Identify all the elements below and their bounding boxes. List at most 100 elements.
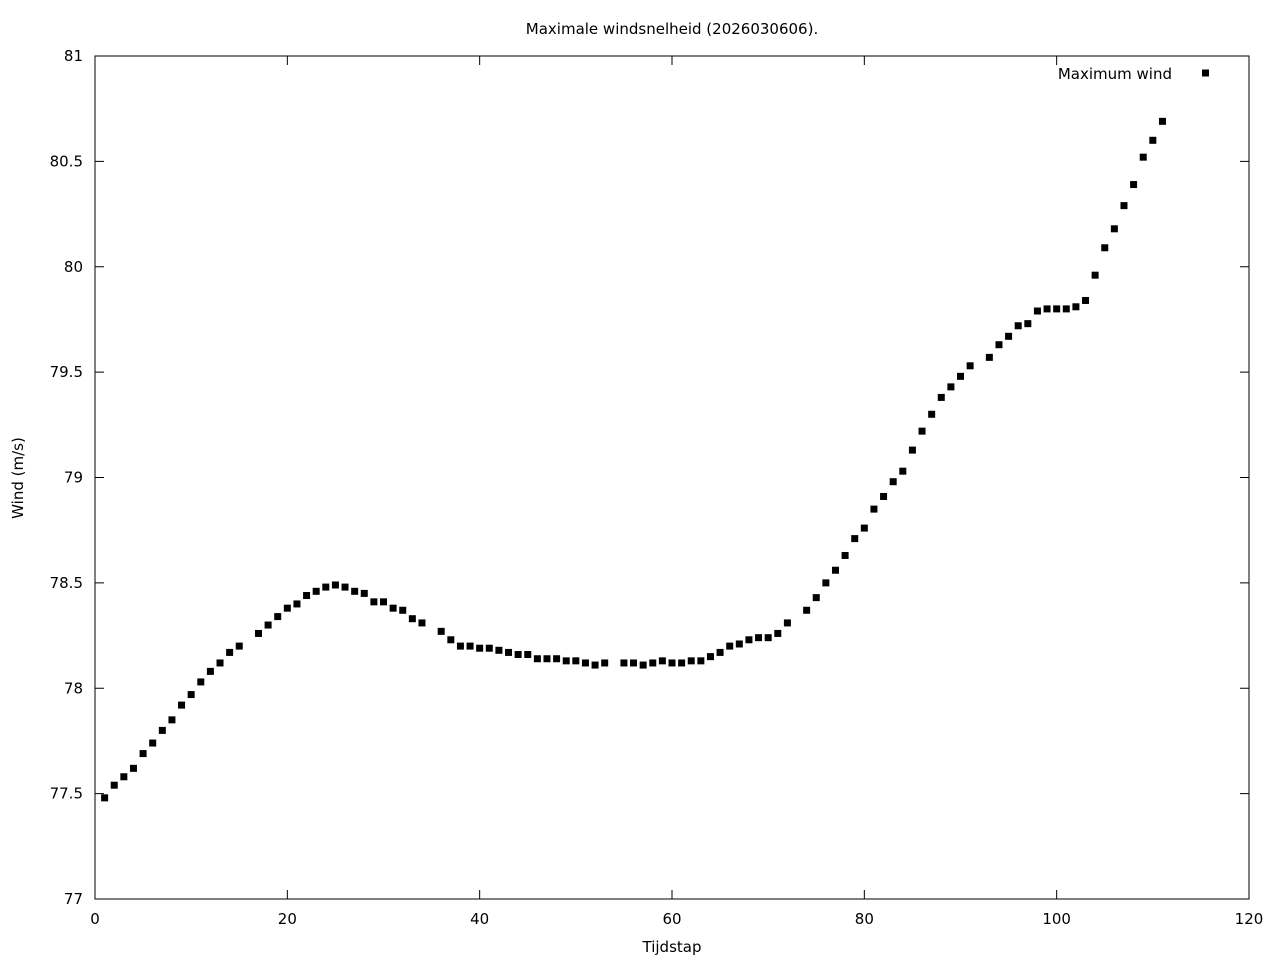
data-point [447, 636, 455, 644]
data-point [841, 551, 849, 559]
data-point [1158, 117, 1166, 125]
data-point [226, 648, 234, 656]
data-point [408, 615, 416, 623]
data-point [505, 648, 513, 656]
data-point [957, 372, 964, 380]
data-point [706, 653, 714, 661]
data-point [822, 579, 830, 587]
data-point [1033, 307, 1041, 315]
data-point [764, 634, 772, 642]
data-point [543, 655, 551, 663]
data-point [158, 726, 166, 734]
data-point [1024, 320, 1032, 328]
data-point [178, 701, 186, 709]
data-point [129, 764, 137, 772]
data-point [581, 659, 589, 667]
data-point [168, 716, 176, 724]
data-point [1053, 305, 1061, 313]
data-point [1149, 136, 1157, 144]
data-point [1082, 296, 1090, 304]
data-point [649, 659, 657, 667]
data-point [514, 651, 522, 659]
data-point [668, 659, 676, 667]
data-point [1110, 225, 1118, 233]
x-tick-label: 80 [855, 910, 874, 928]
data-point [149, 739, 157, 747]
legend-marker-maximum-wind [1202, 69, 1209, 77]
data-point [1014, 322, 1022, 330]
data-point [1091, 271, 1099, 279]
data-point [399, 606, 407, 614]
data-point [601, 659, 609, 667]
data-point [1130, 181, 1138, 189]
x-tick-label: 0 [90, 910, 100, 928]
y-tick-label: 78.5 [50, 574, 83, 592]
data-point [283, 604, 291, 612]
x-tick-label: 100 [1042, 910, 1071, 928]
data-point [860, 524, 868, 532]
data-point [456, 642, 464, 650]
data-point [322, 583, 330, 591]
plot-area-frame [94, 55, 1250, 900]
data-point [995, 341, 1003, 349]
data-point [774, 629, 782, 637]
data-point [591, 661, 599, 669]
data-point [620, 659, 628, 667]
legend-label-maximum-wind: Maximum wind [1058, 65, 1172, 83]
x-axis: 0 20 40 60 80 100 120 [90, 56, 1263, 928]
data-point [658, 657, 666, 665]
data-point [389, 604, 397, 612]
data-point [928, 410, 936, 418]
data-point [380, 598, 387, 606]
data-point [524, 651, 532, 659]
data-point [1043, 305, 1051, 313]
x-tick-label: 20 [278, 910, 297, 928]
data-point [630, 659, 638, 667]
data-point [1062, 305, 1070, 313]
data-point [1072, 303, 1080, 311]
data-point [889, 478, 897, 486]
data-point [783, 619, 791, 627]
x-tick-label: 40 [470, 910, 489, 928]
data-point [745, 636, 753, 644]
data-point [870, 505, 878, 513]
data-point [418, 619, 426, 627]
data-point [755, 634, 763, 642]
data-point [899, 467, 907, 475]
data-point [1005, 332, 1013, 340]
data-point [476, 644, 484, 652]
data-point [1120, 202, 1128, 210]
data-point [918, 427, 926, 435]
data-point [110, 781, 118, 789]
data-point [639, 661, 647, 669]
y-tick-label: 80.5 [50, 152, 83, 170]
data-point [851, 535, 859, 543]
y-tick-label: 80 [64, 258, 83, 276]
data-point [341, 583, 349, 591]
data-point [937, 393, 945, 401]
data-point [206, 667, 214, 675]
data-point [572, 657, 580, 665]
data-point [831, 566, 839, 574]
x-tick-label: 60 [662, 910, 681, 928]
legend: Maximum wind [1058, 65, 1209, 83]
data-point [726, 642, 734, 650]
data-point [485, 644, 493, 652]
y-tick-label: 78 [64, 679, 83, 697]
data-points [101, 117, 1166, 802]
data-point [716, 648, 724, 656]
data-point [466, 642, 474, 650]
y-tick-label: 81 [64, 47, 83, 65]
y-axis: 77 77.5 78 78.5 79 79.5 80 80.5 81 [50, 47, 1249, 908]
data-point [216, 659, 224, 667]
data-point [360, 589, 368, 597]
data-point [735, 640, 743, 648]
data-point [312, 587, 320, 595]
data-point [678, 659, 686, 667]
data-point [495, 646, 503, 654]
data-point [947, 383, 955, 391]
data-point [697, 657, 705, 665]
data-point [803, 606, 811, 614]
data-point [187, 691, 195, 699]
